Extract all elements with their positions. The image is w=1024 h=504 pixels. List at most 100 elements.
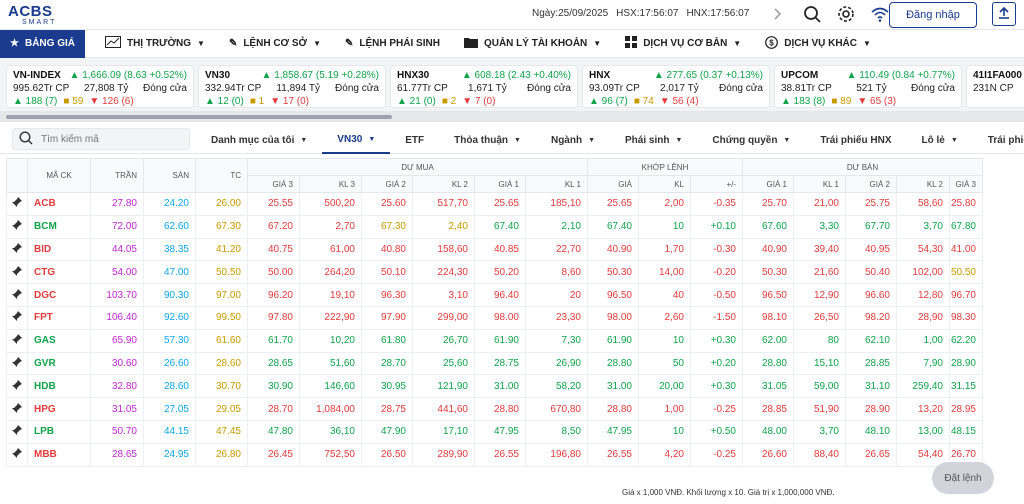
index-status: Đóng cửa: [719, 83, 763, 94]
pin-icon[interactable]: [6, 442, 28, 467]
caret-down-icon: ▼: [300, 136, 308, 144]
symbol-cell[interactable]: HPG: [27, 397, 91, 421]
col-change[interactable]: +/-: [690, 175, 743, 193]
pin-icon[interactable]: [6, 397, 28, 421]
tab-label: Ngành: [550, 134, 583, 146]
match-price-cell: 50.30: [587, 260, 639, 285]
price-ask1-cell: 31.05: [742, 374, 794, 399]
pin-icon[interactable]: [6, 192, 28, 216]
table-row[interactable]: HPG 31.05 27.05 29.05 28.70 1,084,00 28.75 441,…: [6, 397, 983, 421]
symbol-search[interactable]: [12, 128, 190, 150]
scroll-thumb[interactable]: [6, 115, 392, 119]
tab-phái-sinh[interactable]: Phái sinh ▼: [610, 126, 697, 154]
pin-icon[interactable]: [6, 374, 28, 399]
col-ask2: GIÁ 2: [845, 175, 897, 193]
price-ask3-cell: 41.00: [949, 237, 983, 262]
symbol-cell[interactable]: LPB: [27, 419, 91, 444]
login-button[interactable]: Đăng nhập: [889, 2, 977, 28]
table-row[interactable]: DGC 103.70 90.30 97.00 96.20 19,10 96.30 3,10 96…: [6, 283, 983, 307]
pin-icon[interactable]: [6, 351, 28, 376]
table-row[interactable]: BID 44.05 38.35 41.20 40.75 61,00 40.80 158,60 4…: [6, 237, 983, 262]
menu-basic-service[interactable]: DỊCH VỤ CƠ BẢN ▼: [613, 30, 753, 58]
menu-other-service[interactable]: $ DỊCH VỤ KHÁC ▼: [753, 30, 883, 58]
menu-derivative-order[interactable]: ✎ LỆNH PHÁI SINH: [333, 30, 452, 58]
match-volume-cell: 10: [638, 214, 691, 239]
pin-icon[interactable]: [6, 260, 28, 285]
index-card[interactable]: UPCOM ▲ 110.49 (0.84 +0.77%) 38.81Tr CP 521…: [774, 65, 962, 108]
tab-danh-mục-của-tôi[interactable]: Danh mục của tôi ▼: [196, 126, 322, 154]
symbol-cell[interactable]: CTG: [27, 260, 91, 285]
pin-icon[interactable]: [6, 419, 28, 444]
price-bid2-cell: 50.10: [361, 260, 413, 285]
price-bid3-cell: 28.70: [247, 397, 300, 421]
menu-price-board[interactable]: ★ BẢNG GIÁ: [0, 29, 85, 58]
pin-icon[interactable]: [6, 237, 28, 262]
search-icon[interactable]: [802, 4, 822, 24]
menu-account[interactable]: QUẢN LÝ TÀI KHOẢN ▼: [452, 30, 613, 58]
symbol-cell[interactable]: FPT: [27, 305, 91, 330]
index-card[interactable]: HNX30 ▲ 608.18 (2.43 +0.40%) 61.77Tr CP 1,6…: [390, 65, 578, 108]
search-input[interactable]: [41, 133, 171, 145]
symbol-cell[interactable]: BCM: [27, 214, 91, 239]
tab-trái-phiếu-riê[interactable]: Trái phiếu riê: [973, 126, 1024, 154]
index-card[interactable]: HNX ▲ 277.65 (0.37 +0.13%) 93.09Tr CP 2,017…: [582, 65, 770, 108]
ref-cell: 28.60: [195, 351, 248, 376]
symbol-cell[interactable]: GAS: [27, 328, 91, 353]
tab-chứng-quyền[interactable]: Chứng quyền ▼: [697, 126, 805, 154]
symbol-cell[interactable]: DGC: [27, 283, 91, 307]
ref-cell: 30.70: [195, 374, 248, 399]
table-row[interactable]: LPB 50.70 44.15 47.45 47.80 36,10 47.90 17,10 47…: [6, 419, 983, 444]
symbol-cell[interactable]: ACB: [27, 192, 91, 216]
price-bid3-cell: 97.80: [247, 305, 300, 330]
vol-ask2-cell: 7,90: [896, 351, 950, 376]
table-row[interactable]: FPT 106.40 92.60 99.50 97.80 222,90 97.90 299,0…: [6, 305, 983, 330]
chevron-right-icon[interactable]: [768, 4, 788, 24]
col-ref[interactable]: TC: [195, 158, 248, 193]
table-row[interactable]: GVR 30.60 26.60 28.60 28.65 51,60 28.70 25,60 28…: [6, 351, 983, 376]
col-ceiling[interactable]: TRẦN: [90, 158, 144, 193]
col-bidv1: KL 1: [525, 175, 588, 193]
match-volume-cell: 20,00: [638, 374, 691, 399]
table-row[interactable]: CTG 54.00 47.00 50.50 50.00 264,20 50.10 224,30…: [6, 260, 983, 285]
pin-icon[interactable]: [6, 283, 28, 307]
table-row[interactable]: BCM 72.00 62.60 67.30 67.20 2,70 67.30 2,40 67.4…: [6, 214, 983, 239]
acbs-logo[interactable]: ACBS SMART: [8, 4, 56, 26]
floor-cell: 44.15: [143, 419, 196, 444]
table-row[interactable]: ACB 27.80 24.20 26.00 25.55 500,20 25.60 517,70…: [6, 192, 983, 216]
menu-market[interactable]: THỊ TRƯỜNG ▼: [93, 30, 217, 58]
tab-thỏa-thuận[interactable]: Thỏa thuận ▼: [439, 126, 536, 154]
pin-icon[interactable]: [6, 328, 28, 353]
menu-base-order[interactable]: ✎ LỆNH CƠ SỞ ▼: [217, 30, 333, 58]
tab-vn30[interactable]: VN30 ▼: [322, 126, 391, 154]
price-ask3-cell: 98.30: [949, 305, 983, 330]
tab-ngành[interactable]: Ngành ▼: [536, 126, 610, 154]
pin-icon[interactable]: [6, 214, 28, 239]
price-bid2-cell: 26.50: [361, 442, 413, 467]
match-volume-cell: 2,00: [638, 192, 691, 216]
col-floor[interactable]: SÀN: [143, 158, 196, 193]
pin-icon[interactable]: [6, 305, 28, 330]
col-symbol[interactable]: MÃ CK: [27, 158, 91, 193]
symbol-cell[interactable]: BID: [27, 237, 91, 262]
symbol-cell[interactable]: MBB: [27, 442, 91, 467]
price-ask3-cell: 96.70: [949, 283, 983, 307]
tab-etf[interactable]: ETF: [390, 126, 439, 154]
index-change: ▲ 1,858.67 (5.19 +0.28%): [261, 70, 379, 81]
table-row[interactable]: HDB 32.80 28.60 30.70 30.90 146,60 30.95 121,90…: [6, 374, 983, 399]
table-row[interactable]: GAS 65.90 57.30 61.60 61.70 10,20 61.80 26,70 61…: [6, 328, 983, 353]
export-button[interactable]: [992, 2, 1016, 26]
symbol-cell[interactable]: HDB: [27, 374, 91, 399]
place-order-button[interactable]: Đặt lệnh: [932, 462, 994, 494]
tab-trái-phiếu-hnx[interactable]: Trái phiếu HNX: [805, 126, 906, 154]
index-scrollbar[interactable]: [0, 112, 1024, 122]
table-row[interactable]: MBB 28.65 24.95 26.80 26.45 752,50 26.50 289,90…: [6, 442, 983, 467]
pin-header: [6, 158, 28, 193]
price-bid1-cell: 96.40: [474, 283, 526, 307]
index-card[interactable]: VN-INDEX ▲ 1,666.09 (8.63 +0.52%) 995.62Tr…: [6, 65, 194, 108]
tab-lô-lẻ[interactable]: Lô lẻ ▼: [906, 126, 972, 154]
index-card[interactable]: VN30 ▲ 1,858.67 (5.19 +0.28%) 332.94Tr CP 1…: [198, 65, 386, 108]
symbol-cell[interactable]: GVR: [27, 351, 91, 376]
gear-icon[interactable]: [836, 4, 856, 24]
price-ask1-cell: 28.85: [742, 397, 794, 421]
